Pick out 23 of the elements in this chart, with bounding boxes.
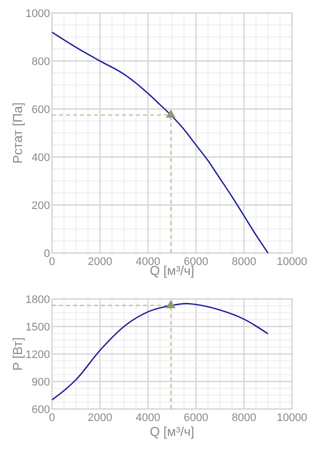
x-tick-label: 6000 <box>184 412 208 424</box>
y-tick-label: 600 <box>32 404 50 416</box>
y-tick-label: 900 <box>32 376 50 388</box>
line-series <box>51 32 269 254</box>
y-tick-label: 1500 <box>26 322 50 334</box>
y-tick-label: 400 <box>32 152 50 164</box>
x-tick-label: 2000 <box>88 412 112 424</box>
y-axis-title: P [Вт] <box>10 337 25 371</box>
y-tick-label: 200 <box>32 200 50 212</box>
y-tick-label: 0 <box>44 248 50 260</box>
x-tick-label: 4000 <box>136 412 160 424</box>
x-tick-label: 10000 <box>276 412 308 424</box>
y-tick-label: 600 <box>32 104 50 116</box>
y-tick-label: 1200 <box>26 349 50 361</box>
x-tick-label: 8000 <box>232 412 256 424</box>
x-axis-title: Q [м³/ч] <box>150 424 194 439</box>
y-tick-label: 1000 <box>26 8 50 20</box>
x-tick-label: 2000 <box>88 256 112 268</box>
y-tick-label: 1800 <box>26 294 50 306</box>
y-tick-label: 800 <box>32 56 50 68</box>
x-tick-label: 10000 <box>276 256 308 268</box>
x-tick-label: 8000 <box>232 256 256 268</box>
y-axis-title: Pстат [Па] <box>10 102 25 164</box>
